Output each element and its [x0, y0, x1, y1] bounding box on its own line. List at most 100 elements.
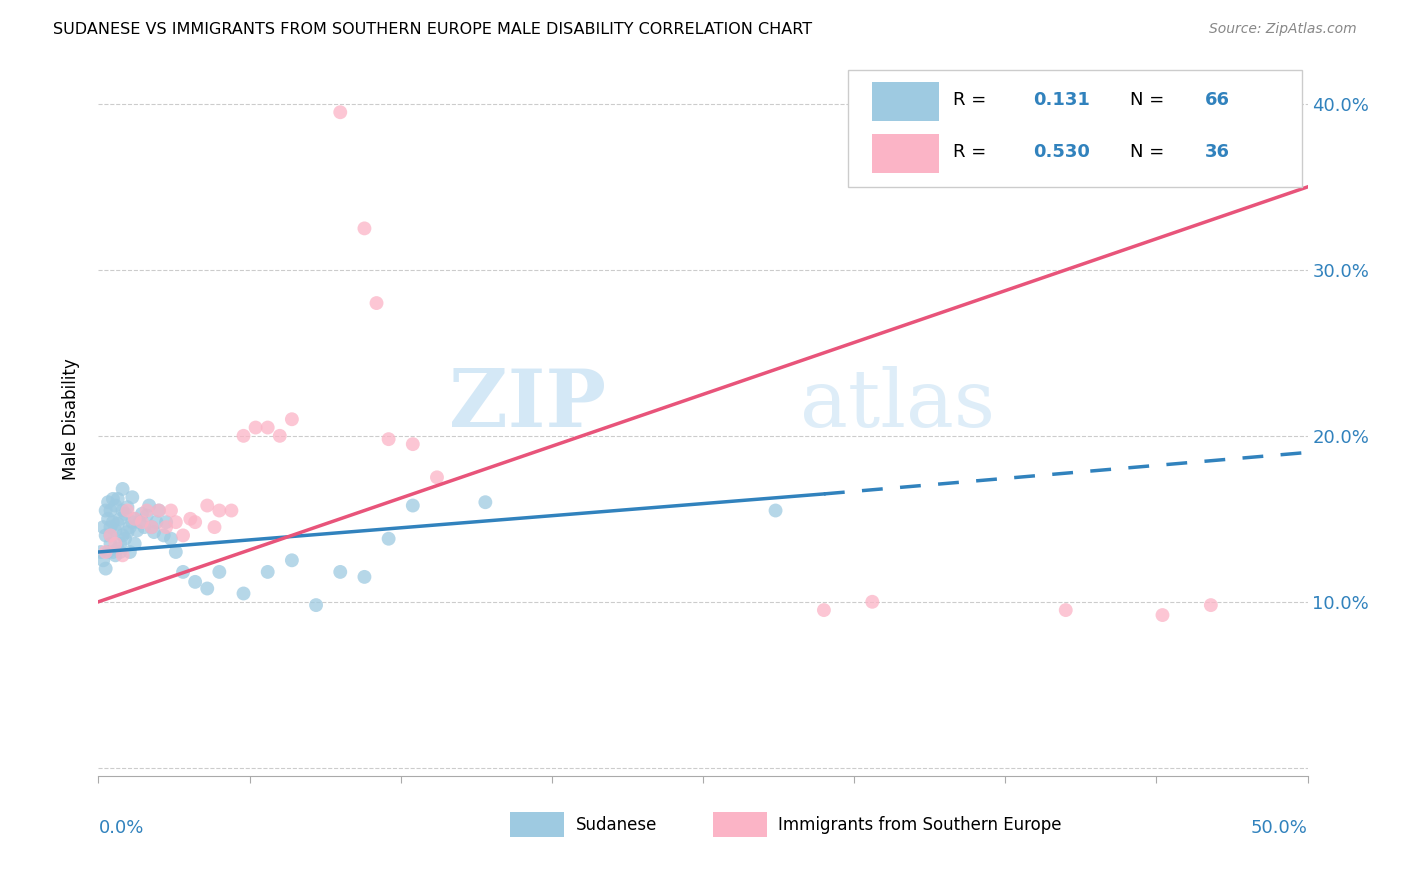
Point — [353, 221, 375, 235]
Text: N =: N = — [1130, 91, 1170, 109]
Point — [91, 553, 114, 567]
Point — [145, 515, 167, 529]
Point — [353, 570, 375, 584]
Point — [91, 520, 114, 534]
Point — [269, 429, 291, 443]
Text: R =: R = — [953, 91, 993, 109]
Point — [184, 515, 207, 529]
Point — [124, 512, 146, 526]
Point — [131, 507, 153, 521]
Point — [117, 503, 139, 517]
Point — [111, 549, 134, 563]
Point — [104, 549, 127, 563]
Point — [208, 503, 231, 517]
Text: SUDANESE VS IMMIGRANTS FROM SOUTHERN EUROPE MALE DISABILITY CORRELATION CHART: SUDANESE VS IMMIGRANTS FROM SOUTHERN EUR… — [53, 22, 813, 37]
Point — [101, 491, 124, 506]
Point — [232, 429, 254, 443]
Point — [128, 515, 150, 529]
Point — [94, 503, 117, 517]
Point — [305, 598, 328, 612]
Point — [165, 515, 187, 529]
Text: N =: N = — [1130, 144, 1170, 161]
Point — [204, 520, 226, 534]
Point — [118, 545, 141, 559]
Point — [107, 541, 129, 556]
FancyBboxPatch shape — [713, 812, 768, 837]
Point — [256, 565, 278, 579]
Point — [426, 470, 449, 484]
Point — [1199, 598, 1222, 612]
Point — [160, 532, 183, 546]
Point — [111, 482, 134, 496]
Point — [281, 412, 304, 426]
Point — [195, 499, 218, 513]
Point — [101, 515, 124, 529]
Point — [402, 499, 425, 513]
Point — [131, 515, 153, 529]
Point — [329, 105, 352, 120]
Point — [134, 520, 156, 534]
FancyBboxPatch shape — [872, 82, 939, 120]
Point — [184, 574, 207, 589]
Point — [172, 565, 194, 579]
Point — [232, 586, 254, 600]
Point — [281, 553, 304, 567]
Point — [118, 520, 141, 534]
Point — [245, 420, 267, 434]
Point — [329, 565, 352, 579]
Point — [111, 528, 134, 542]
Point — [108, 545, 131, 559]
Point — [104, 499, 127, 513]
FancyBboxPatch shape — [848, 70, 1302, 187]
Point — [114, 532, 136, 546]
Point — [108, 537, 131, 551]
Text: 50.0%: 50.0% — [1251, 819, 1308, 837]
Text: 0.0%: 0.0% — [98, 819, 143, 837]
Point — [148, 503, 170, 517]
Point — [121, 515, 143, 529]
Point — [104, 524, 127, 538]
Point — [117, 500, 139, 515]
Point — [1152, 608, 1174, 623]
Point — [127, 524, 149, 538]
Point — [141, 520, 163, 534]
Point — [221, 503, 243, 517]
Text: atlas: atlas — [800, 366, 995, 444]
FancyBboxPatch shape — [872, 134, 939, 173]
Point — [377, 532, 399, 546]
Point — [160, 503, 183, 517]
Point — [111, 503, 134, 517]
Point — [143, 525, 166, 540]
Point — [152, 528, 174, 542]
Point — [94, 545, 117, 559]
Point — [124, 512, 146, 526]
Point — [100, 520, 122, 534]
Text: 66: 66 — [1205, 91, 1230, 109]
Point — [135, 508, 157, 523]
Point — [107, 516, 129, 531]
Point — [765, 503, 787, 517]
Point — [1054, 603, 1077, 617]
Point — [138, 499, 160, 513]
Point — [256, 420, 278, 434]
Point — [135, 503, 157, 517]
Text: 0.131: 0.131 — [1033, 91, 1090, 109]
Point — [100, 528, 122, 542]
Text: Sudanese: Sudanese — [576, 815, 658, 833]
Point — [117, 525, 139, 540]
Point — [172, 528, 194, 542]
Point — [165, 545, 187, 559]
Point — [366, 296, 388, 310]
Point — [195, 582, 218, 596]
Point — [377, 432, 399, 446]
Text: Immigrants from Southern Europe: Immigrants from Southern Europe — [778, 815, 1062, 833]
Point — [90, 545, 112, 559]
Point — [97, 512, 120, 526]
Point — [94, 528, 117, 542]
Point — [155, 515, 177, 529]
Point — [114, 507, 136, 521]
Point — [474, 495, 496, 509]
Point — [97, 545, 120, 559]
Text: Source: ZipAtlas.com: Source: ZipAtlas.com — [1209, 22, 1357, 37]
Text: 36: 36 — [1205, 144, 1230, 161]
